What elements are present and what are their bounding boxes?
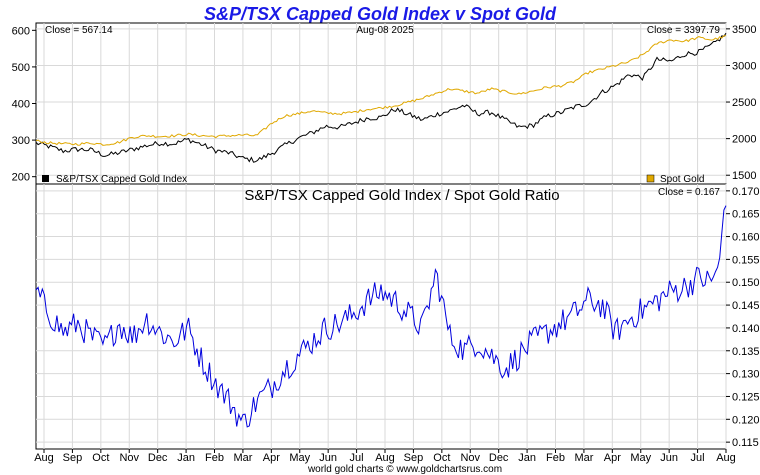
month-label: Apr xyxy=(604,452,621,464)
month-label: Feb xyxy=(205,452,224,464)
top-gridlines xyxy=(36,23,727,184)
month-label: May xyxy=(630,452,651,464)
month-label: Nov xyxy=(119,452,139,464)
month-label: Jan xyxy=(518,452,536,464)
bottom-panel-frame xyxy=(35,183,727,450)
top-series xyxy=(35,32,727,163)
month-label: Aug xyxy=(716,452,736,464)
month-label: Jul xyxy=(350,452,364,464)
month-label: Nov xyxy=(460,452,480,464)
left-tick-label: 500 xyxy=(12,62,30,74)
month-label: Aug xyxy=(34,452,54,464)
top-right-axis: 1500 2000 2500 3000 3500 xyxy=(726,24,756,182)
ratio-tick-label: 0.155 xyxy=(732,254,760,266)
left-tick-label: 400 xyxy=(12,99,30,111)
left-tick-label: 600 xyxy=(12,25,30,37)
ratio-tick-label: 0.130 xyxy=(732,369,760,381)
month-label: Dec xyxy=(148,452,168,464)
right-tick-label: 3500 xyxy=(732,24,756,36)
ratio-tick-label: 0.160 xyxy=(732,232,760,244)
month-label: May xyxy=(289,452,310,464)
bottom-right-axis: 0.115 0.120 0.125 0.130 0.135 0.140 0.145 0.150… xyxy=(726,186,760,449)
ratio-tick-label: 0.140 xyxy=(732,323,760,335)
legend-gold: Spot Gold xyxy=(660,174,704,185)
top-panel-frame xyxy=(35,22,727,185)
legend-gold-swatch xyxy=(646,174,655,183)
month-label: Jan xyxy=(177,452,195,464)
date-label: Aug-08 2025 xyxy=(356,25,414,36)
month-label: Feb xyxy=(546,452,565,464)
legend-tsx: S&P/TSX Capped Gold Index xyxy=(56,174,187,185)
legend-tsx-swatch xyxy=(42,175,49,182)
bottom-series xyxy=(35,205,727,428)
ratio-tick-label: 0.120 xyxy=(732,414,760,426)
month-label: Sep xyxy=(63,452,83,464)
footer-credit: world gold charts © www.goldchartsrus.co… xyxy=(307,464,502,475)
ratio-close-label: Close = 0.167 xyxy=(658,187,720,198)
right-tick-label: 2500 xyxy=(732,97,756,109)
ratio-tick-label: 0.165 xyxy=(732,209,760,221)
right-tick-label: 3000 xyxy=(732,60,756,72)
month-label: Mar xyxy=(233,452,252,464)
tsx-index-line xyxy=(35,32,727,163)
ratio-tick-label: 0.170 xyxy=(732,186,760,198)
month-label: Dec xyxy=(489,452,509,464)
right-tick-label: 1500 xyxy=(732,170,756,182)
right-tick-label: 2000 xyxy=(732,134,756,146)
ratio-line xyxy=(35,205,727,428)
ratio-tick-label: 0.135 xyxy=(732,346,760,358)
ratio-tick-label: 0.150 xyxy=(732,277,760,289)
ratio-tick-label: 0.115 xyxy=(732,437,759,449)
close-left-label: Close = 567.14 xyxy=(45,25,113,36)
month-label: Jun xyxy=(319,452,337,464)
month-label: Oct xyxy=(433,452,450,464)
bottom-gridlines xyxy=(36,184,727,453)
left-tick-label: 300 xyxy=(12,135,30,147)
spot-gold-line xyxy=(35,35,727,146)
month-label: Sep xyxy=(404,452,424,464)
month-label: Aug xyxy=(375,452,395,464)
ratio-tick-label: 0.125 xyxy=(732,391,760,403)
top-left-axis: 200 300 400 500 600 xyxy=(12,25,36,184)
ratio-title: S&P/TSX Capped Gold Index / Spot Gold Ra… xyxy=(244,187,559,204)
close-right-label: Close = 3397.79 xyxy=(647,25,721,36)
month-label: Jul xyxy=(691,452,705,464)
chart-title: S&P/TSX Capped Gold Index v Spot Gold xyxy=(204,4,557,24)
month-label: Apr xyxy=(263,452,280,464)
left-tick-label: 200 xyxy=(12,172,30,184)
ratio-tick-label: 0.145 xyxy=(732,300,760,312)
month-label: Oct xyxy=(92,452,109,464)
x-axis-months: Aug Sep Oct Nov Dec Jan Feb Mar Apr May Jun Jul Aug S… xyxy=(34,452,736,464)
month-label: Mar xyxy=(574,452,593,464)
month-label: Jun xyxy=(660,452,678,464)
